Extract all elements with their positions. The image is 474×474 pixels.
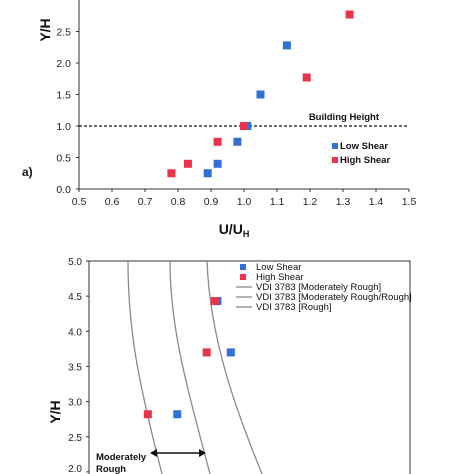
chart-a-y-tick-label: 2.5 bbox=[56, 27, 71, 39]
chart-b-marker-low-shear bbox=[226, 348, 235, 357]
chart-b-arrowhead-right bbox=[199, 449, 206, 457]
chart-a-marker-low-shear bbox=[233, 137, 242, 146]
chart-b-y-tick-label: 2.0 bbox=[68, 464, 82, 474]
chart-a-legend-label: Low Shear bbox=[340, 141, 388, 152]
chart-a-marker-high-shear bbox=[240, 122, 248, 130]
chart-a-x-tick-label: 1.0 bbox=[237, 196, 252, 208]
chart-b-y-tick-label: 2.5 bbox=[68, 433, 82, 444]
chart-a-x-tick-label: 0.5 bbox=[72, 196, 87, 208]
chart-a-y-axis-label: Y/H bbox=[37, 18, 53, 41]
chart-a-x-axis-label-sub: H bbox=[243, 229, 250, 239]
chart-b-y-tick-label: 4.5 bbox=[68, 292, 82, 303]
chart-b-annotation-line2: Rough bbox=[96, 464, 126, 474]
chart-b-curve bbox=[206, 260, 263, 474]
chart-b-legend-label: Low Shear bbox=[256, 262, 301, 273]
chart-b-frame bbox=[88, 260, 411, 474]
chart-a-legend-label: High Shear bbox=[340, 155, 390, 166]
chart-a-marker-high-shear bbox=[183, 159, 192, 168]
chart-a-x-tick-label: 1.1 bbox=[270, 196, 285, 208]
chart-a-marker-low-shear bbox=[282, 41, 291, 50]
chart-b-y-tick-label: 3.5 bbox=[68, 362, 82, 373]
chart-b-y-tick-label: 3.0 bbox=[68, 398, 82, 409]
chart-a-y-tick-label: 1.0 bbox=[56, 121, 71, 133]
chart-a-x-tick-label: 0.7 bbox=[138, 196, 153, 208]
chart-a-x-axis-label: U/UH bbox=[219, 221, 250, 239]
chart-a-marker-low-shear bbox=[256, 90, 265, 99]
chart-b-marker-high-shear bbox=[210, 297, 219, 306]
chart-a-y-tick-label: 0.0 bbox=[56, 184, 71, 196]
chart-a-y-tick-label: 2.0 bbox=[56, 58, 71, 70]
chart-a-legend-swatch bbox=[332, 157, 338, 163]
chart-a-marker-high-shear bbox=[167, 169, 176, 178]
chart-b-legend-curve-label: VDI 3783 [Rough] bbox=[256, 302, 332, 313]
chart-a-x-tick-label: 1.5 bbox=[402, 196, 417, 208]
chart-b-legend-swatch bbox=[240, 264, 246, 270]
chart-b-legend-curve-label: VDI 3783 [Moderately Rough/Rough] bbox=[256, 292, 412, 303]
chart-a-x-axis-label-main: U/U bbox=[219, 221, 243, 237]
chart-b-annotation-line1: Moderately bbox=[96, 452, 147, 463]
chart-a: Y/H a) U/UH 0.5 0.6 0.7 0.8 0.9 1.0 1.1 1.2 1.3 1… bbox=[22, 0, 416, 239]
chart-b-legend-label: High Shear bbox=[256, 272, 304, 283]
chart-a-reference-line-label: Building Height bbox=[309, 112, 380, 123]
chart-a-marker-high-shear bbox=[345, 10, 354, 19]
chart-a-x-tick-label: 0.9 bbox=[204, 196, 219, 208]
chart-b-y-tick-label: 4.0 bbox=[68, 327, 82, 338]
chart-a-legend-swatch bbox=[332, 143, 338, 149]
chart-b-marker-high-shear bbox=[202, 348, 211, 357]
chart-b: Y/H Moderately Rough 2.0 2.5 3.0 3.5 4.0 4.5 5… bbox=[47, 257, 412, 474]
chart-a-y-tick-label: 1.5 bbox=[56, 90, 71, 102]
chart-b-y-axis-label: Y/H bbox=[47, 400, 63, 423]
chart-b-arrowhead-left bbox=[150, 449, 157, 457]
chart-b-legend-swatch bbox=[240, 274, 246, 280]
chart-b-marker-low-shear bbox=[173, 410, 182, 419]
chart-a-marker-low-shear bbox=[203, 169, 212, 178]
chart-a-x-tick-label: 0.8 bbox=[171, 196, 186, 208]
chart-b-y-tick-label: 5.0 bbox=[68, 257, 82, 268]
chart-a-marker-high-shear bbox=[302, 73, 311, 82]
chart-a-y-tick-label: 0.5 bbox=[56, 153, 71, 165]
chart-a-x-tick-label: 0.6 bbox=[105, 196, 120, 208]
chart-a-x-tick-label: 1.3 bbox=[336, 196, 351, 208]
chart-a-panel-label: a) bbox=[22, 165, 33, 179]
chart-b-curve bbox=[127, 260, 163, 474]
chart-a-x-tick-label: 1.2 bbox=[303, 196, 318, 208]
chart-b-marker-high-shear bbox=[143, 410, 152, 419]
chart-b-legend-curve-label: VDI 3783 [Moderately Rough] bbox=[256, 282, 381, 293]
chart-b-curve bbox=[169, 260, 211, 474]
chart-a-marker-low-shear bbox=[213, 159, 222, 168]
chart-a-x-tick-label: 1.4 bbox=[369, 196, 384, 208]
chart-a-marker-high-shear bbox=[213, 137, 222, 146]
